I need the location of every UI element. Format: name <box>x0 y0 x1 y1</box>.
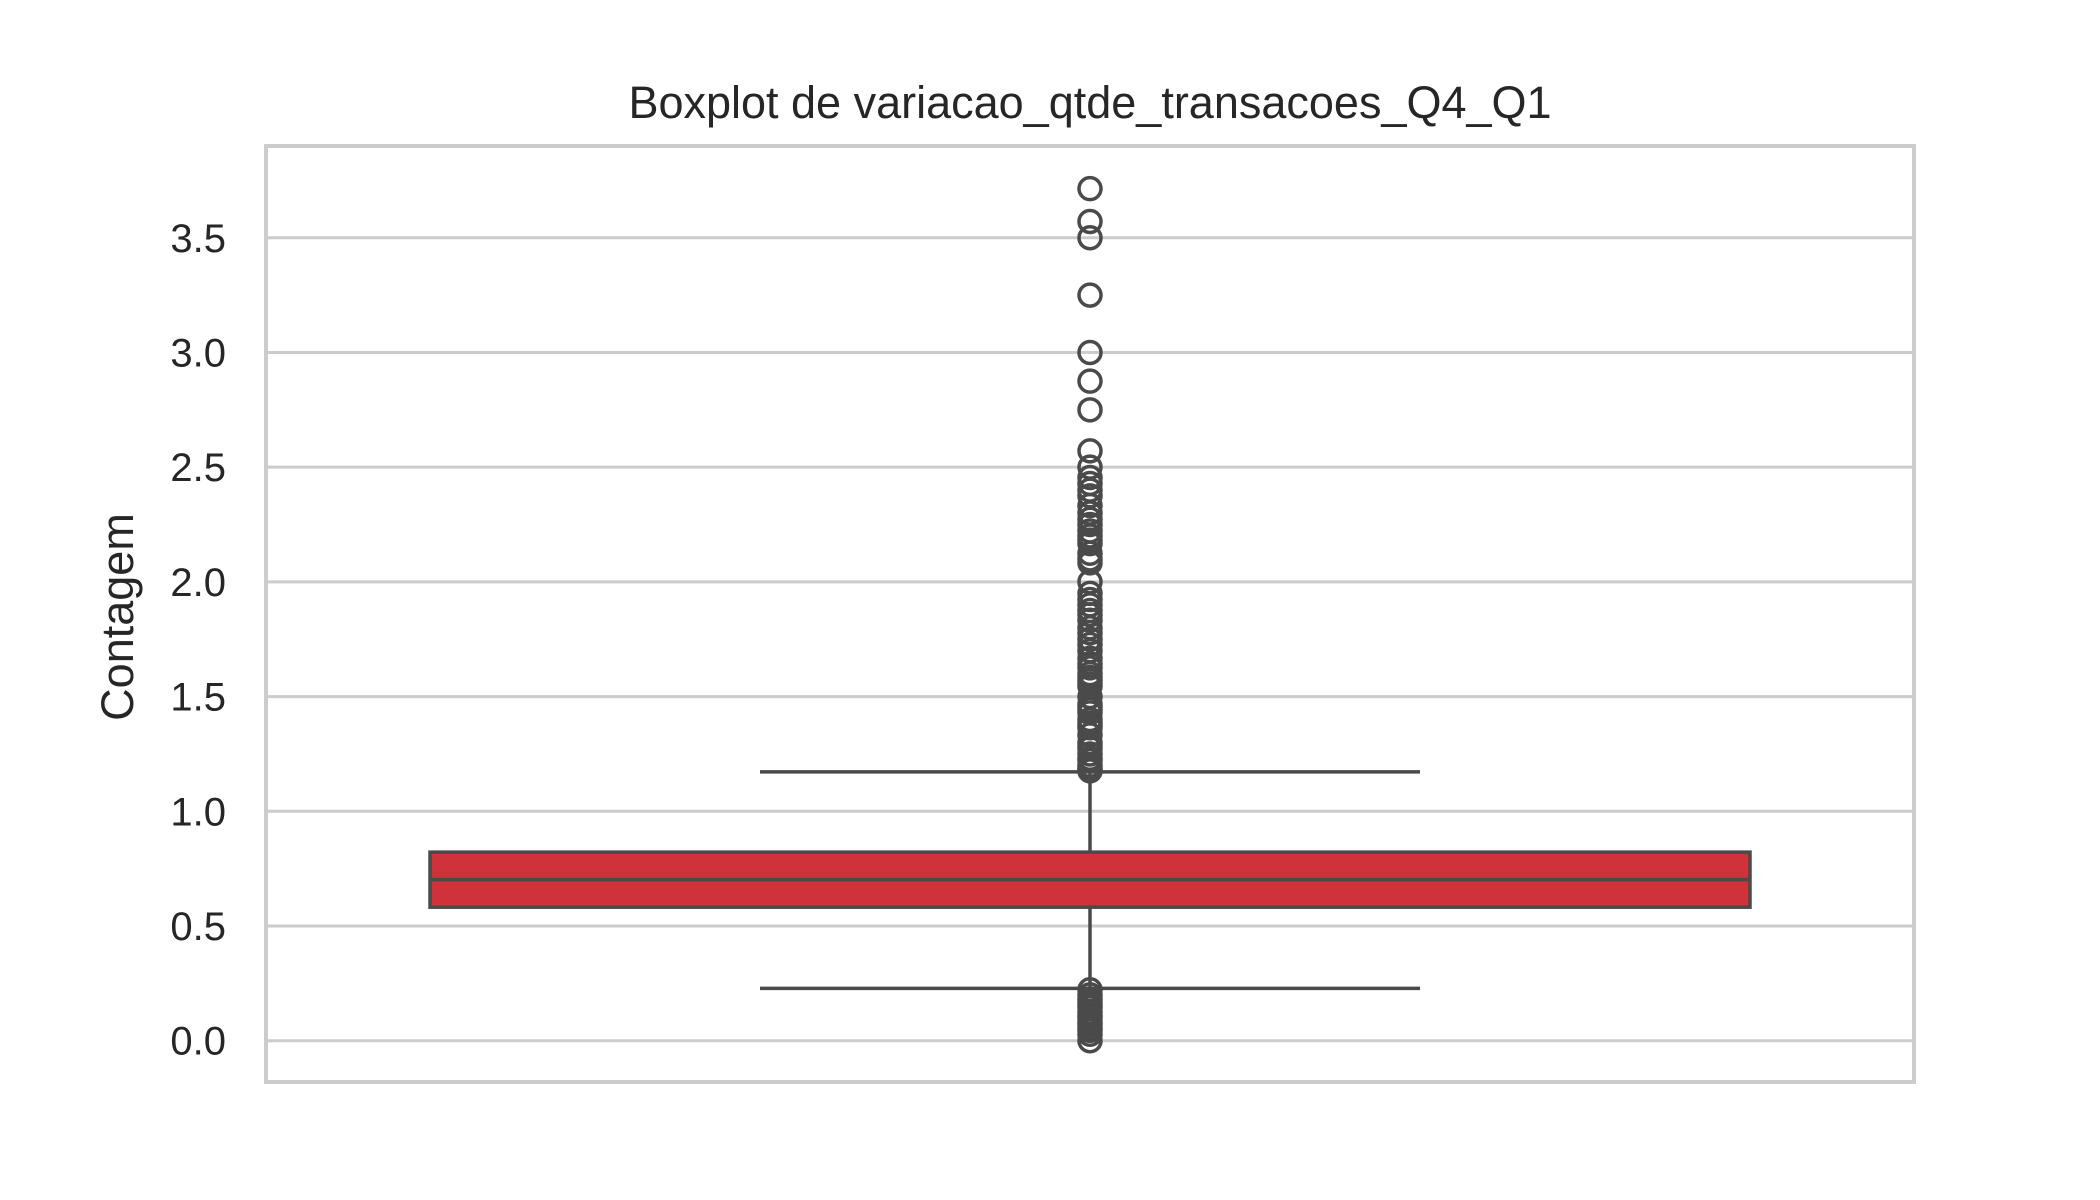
y-tick-label: 1.5 <box>170 676 226 720</box>
y-tick-label: 0.5 <box>170 905 226 949</box>
plot-frame <box>264 144 1916 1084</box>
chart-title: Boxplot de variacao_qtde_transacoes_Q4_Q… <box>628 77 1551 128</box>
outlier-point <box>1077 1027 1103 1054</box>
y-tick-label: 2.5 <box>170 446 226 490</box>
outlier-point <box>1077 530 1103 557</box>
outlier-point <box>1077 175 1103 202</box>
outlier-point <box>1077 550 1103 576</box>
outlier-point <box>1077 225 1103 251</box>
y-tick-label: 2.0 <box>170 561 226 605</box>
outlier-point <box>1077 282 1103 308</box>
y-tick-label: 1.0 <box>170 790 226 834</box>
outlier-point <box>1077 607 1103 633</box>
outlier-point <box>1077 758 1103 784</box>
y-tick-label: 3.0 <box>170 331 226 375</box>
y-tick-label: 0.0 <box>170 1020 226 1064</box>
outlier-point <box>1077 339 1103 366</box>
outlier-point <box>1077 438 1103 464</box>
outlier-point <box>1077 397 1103 423</box>
box-and-whiskers <box>428 770 1752 991</box>
outlier-point <box>1077 208 1103 235</box>
outlier-points <box>1077 175 1103 1054</box>
y-tick-labels: 0.0 0.5 1.0 1.5 2.0 2.5 3.0 3.5 <box>170 217 226 1064</box>
outlier-point <box>1077 492 1103 519</box>
outlier-point <box>1077 368 1103 394</box>
y-axis-label: Contagem <box>92 513 143 721</box>
y-tick-label: 3.5 <box>170 217 226 261</box>
